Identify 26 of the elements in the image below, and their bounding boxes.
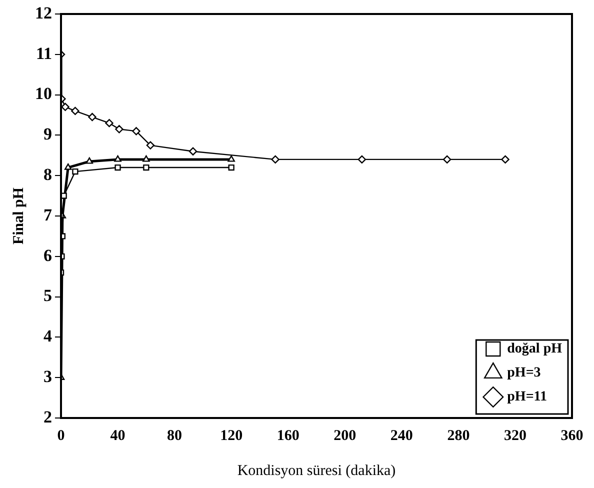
x-tick-label: 80 <box>167 428 182 444</box>
x-tick-label: 240 <box>390 428 413 444</box>
y-tick-label: 12 <box>35 3 52 22</box>
x-tick-label: 200 <box>334 428 356 444</box>
y-tick-label: 3 <box>44 366 52 386</box>
y-axis-title: Final pH <box>10 187 27 245</box>
x-tick-label: 360 <box>560 428 584 444</box>
x-tick-label: 160 <box>276 428 300 444</box>
x-tick-label: 0 <box>57 428 65 444</box>
x-tick-label: 120 <box>220 428 243 444</box>
legend-label: doğal pH <box>507 342 562 357</box>
x-tick-label: 40 <box>110 428 126 444</box>
y-tick-label: 6 <box>44 246 52 265</box>
y-tick-label: 9 <box>44 124 52 144</box>
legend-label: pH=11 <box>507 390 548 405</box>
y-tick-label: 8 <box>44 164 52 184</box>
y-tick-label: 5 <box>44 286 52 306</box>
y-tick-label: 11 <box>36 44 52 63</box>
y-tick-label: 7 <box>44 205 52 224</box>
y-tick-label: 4 <box>44 326 52 346</box>
y-tick-label: 2 <box>44 407 52 426</box>
x-axis-title: Kondisyon süresi (dakika) <box>237 462 396 479</box>
legend-label: pH=3 <box>507 366 541 381</box>
y-tick-label: 10 <box>35 84 52 104</box>
x-tick-label: 320 <box>504 428 526 444</box>
x-tick-label: 280 <box>447 428 470 444</box>
